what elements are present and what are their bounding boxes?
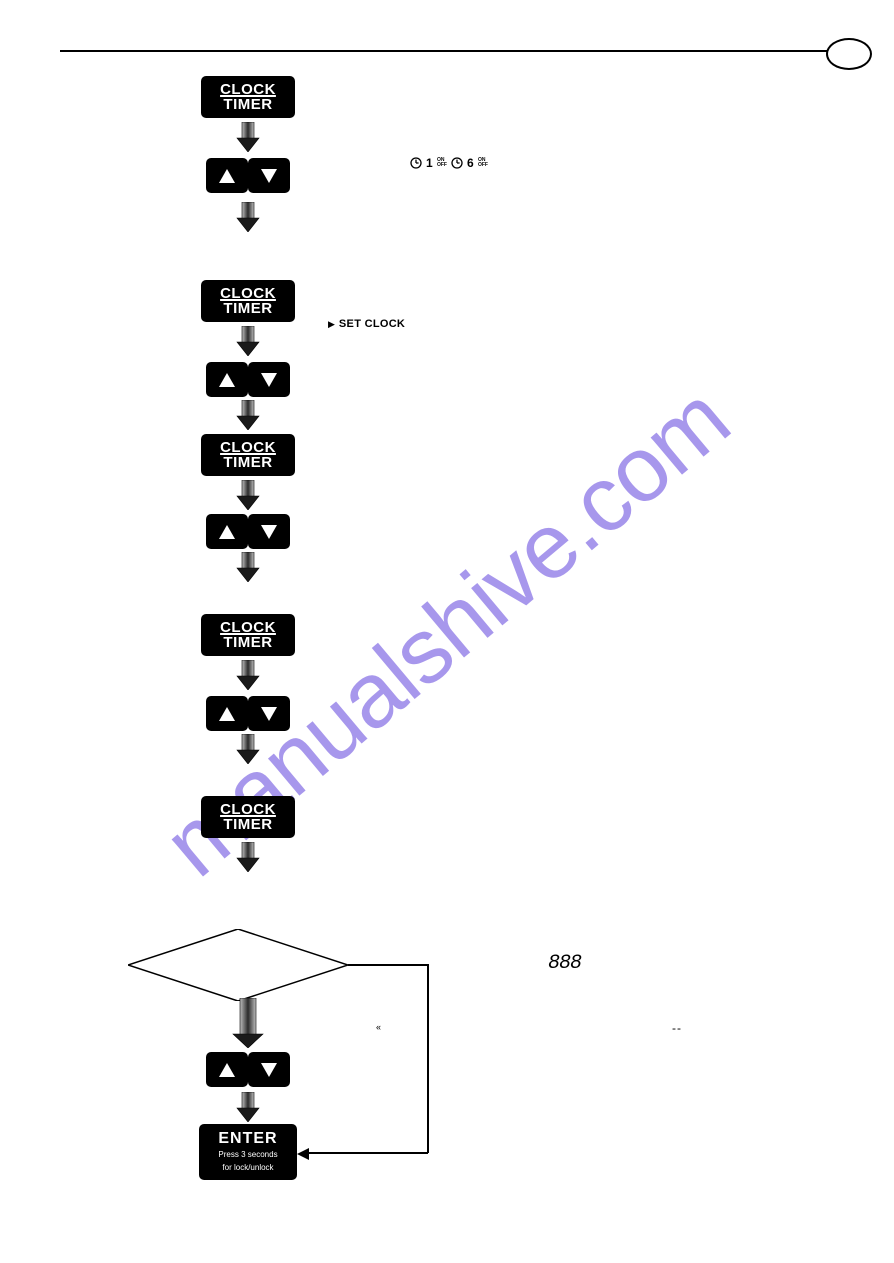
flow-arrow-down-icon <box>232 552 264 587</box>
clock-label: CLOCK <box>220 620 276 635</box>
flow-arrow-down-icon <box>232 400 264 435</box>
up-down-button-pair <box>206 158 290 193</box>
up-down-button-pair <box>206 514 290 549</box>
down-button[interactable] <box>248 1052 290 1087</box>
flow-arrow-down-icon <box>232 734 264 769</box>
clock-icon <box>410 157 422 169</box>
clock-label: CLOCK <box>220 82 276 97</box>
timer-label: TIMER <box>223 455 272 470</box>
down-button[interactable] <box>248 362 290 397</box>
route-line <box>427 964 429 1153</box>
up-button[interactable] <box>206 514 248 549</box>
clock-timer-button[interactable]: CLOCKTIMER <box>201 614 295 656</box>
flow-arrow-down-icon <box>232 202 264 237</box>
route-arrowhead-left-icon <box>297 1147 309 1165</box>
flow-arrow-down-icon <box>232 480 264 515</box>
enter-label: ENTER <box>218 1131 277 1147</box>
off-label: OFF <box>437 163 447 168</box>
up-button[interactable] <box>206 362 248 397</box>
timer-indicator-6: 6 <box>467 156 474 170</box>
seven-segment-readout: 888 <box>548 952 581 975</box>
clock-icon <box>451 157 463 169</box>
set-clock-text: SET CLOCK <box>339 318 405 330</box>
on-off-stack: ON OFF <box>437 158 447 168</box>
flow-arrow-down-icon <box>232 122 264 157</box>
clock-timer-button[interactable]: CLOCKTIMER <box>201 796 295 838</box>
up-down-button-pair <box>206 362 290 397</box>
decision-diamond <box>128 929 348 1006</box>
clock-timer-button[interactable]: CLOCKTIMER <box>201 280 295 322</box>
page-number-ellipse <box>826 38 872 70</box>
down-button[interactable] <box>248 514 290 549</box>
down-button[interactable] <box>248 696 290 731</box>
timer-label: TIMER <box>223 97 272 112</box>
tiny-glyph: « <box>376 1022 381 1032</box>
flow-arrow-down-icon <box>232 998 264 1053</box>
enter-sub2: for lock/unlock <box>222 1164 273 1173</box>
timer-indicator-1: 1 <box>426 156 433 170</box>
timer-label: TIMER <box>223 635 272 650</box>
page: manualshive.com CLOCKTIMER CLOCKTIMER <box>0 0 894 1263</box>
set-clock-label: ▶ SET CLOCK <box>328 318 405 330</box>
clock-label: CLOCK <box>220 286 276 301</box>
flow-arrow-down-icon <box>232 326 264 361</box>
timer-label: TIMER <box>223 301 272 316</box>
enter-button[interactable]: ENTER Press 3 seconds for lock/unlock <box>199 1124 297 1180</box>
up-button[interactable] <box>206 696 248 731</box>
clock-label: CLOCK <box>220 802 276 817</box>
on-off-stack: ON OFF <box>478 158 488 168</box>
header-rule <box>60 50 864 52</box>
up-button[interactable] <box>206 1052 248 1087</box>
up-down-button-pair <box>206 1052 290 1087</box>
clock-label: CLOCK <box>220 440 276 455</box>
clock-timer-button[interactable]: CLOCKTIMER <box>201 434 295 476</box>
flow-arrow-down-icon <box>232 660 264 695</box>
double-dash: -- <box>672 1021 682 1035</box>
down-button[interactable] <box>248 158 290 193</box>
route-line <box>348 964 428 966</box>
flow-arrow-down-icon <box>232 842 264 877</box>
timer-indicator-row: 1 ON OFF 6 ON OFF <box>410 156 488 170</box>
enter-sub1: Press 3 seconds <box>218 1151 277 1160</box>
up-down-button-pair <box>206 696 290 731</box>
off-label: OFF <box>478 163 488 168</box>
route-line <box>305 1152 428 1154</box>
clock-timer-button[interactable]: CLOCKTIMER <box>201 76 295 118</box>
up-button[interactable] <box>206 158 248 193</box>
flow-arrow-down-icon <box>232 1092 264 1127</box>
timer-label: TIMER <box>223 817 272 832</box>
triangle-right-icon: ▶ <box>328 319 335 330</box>
